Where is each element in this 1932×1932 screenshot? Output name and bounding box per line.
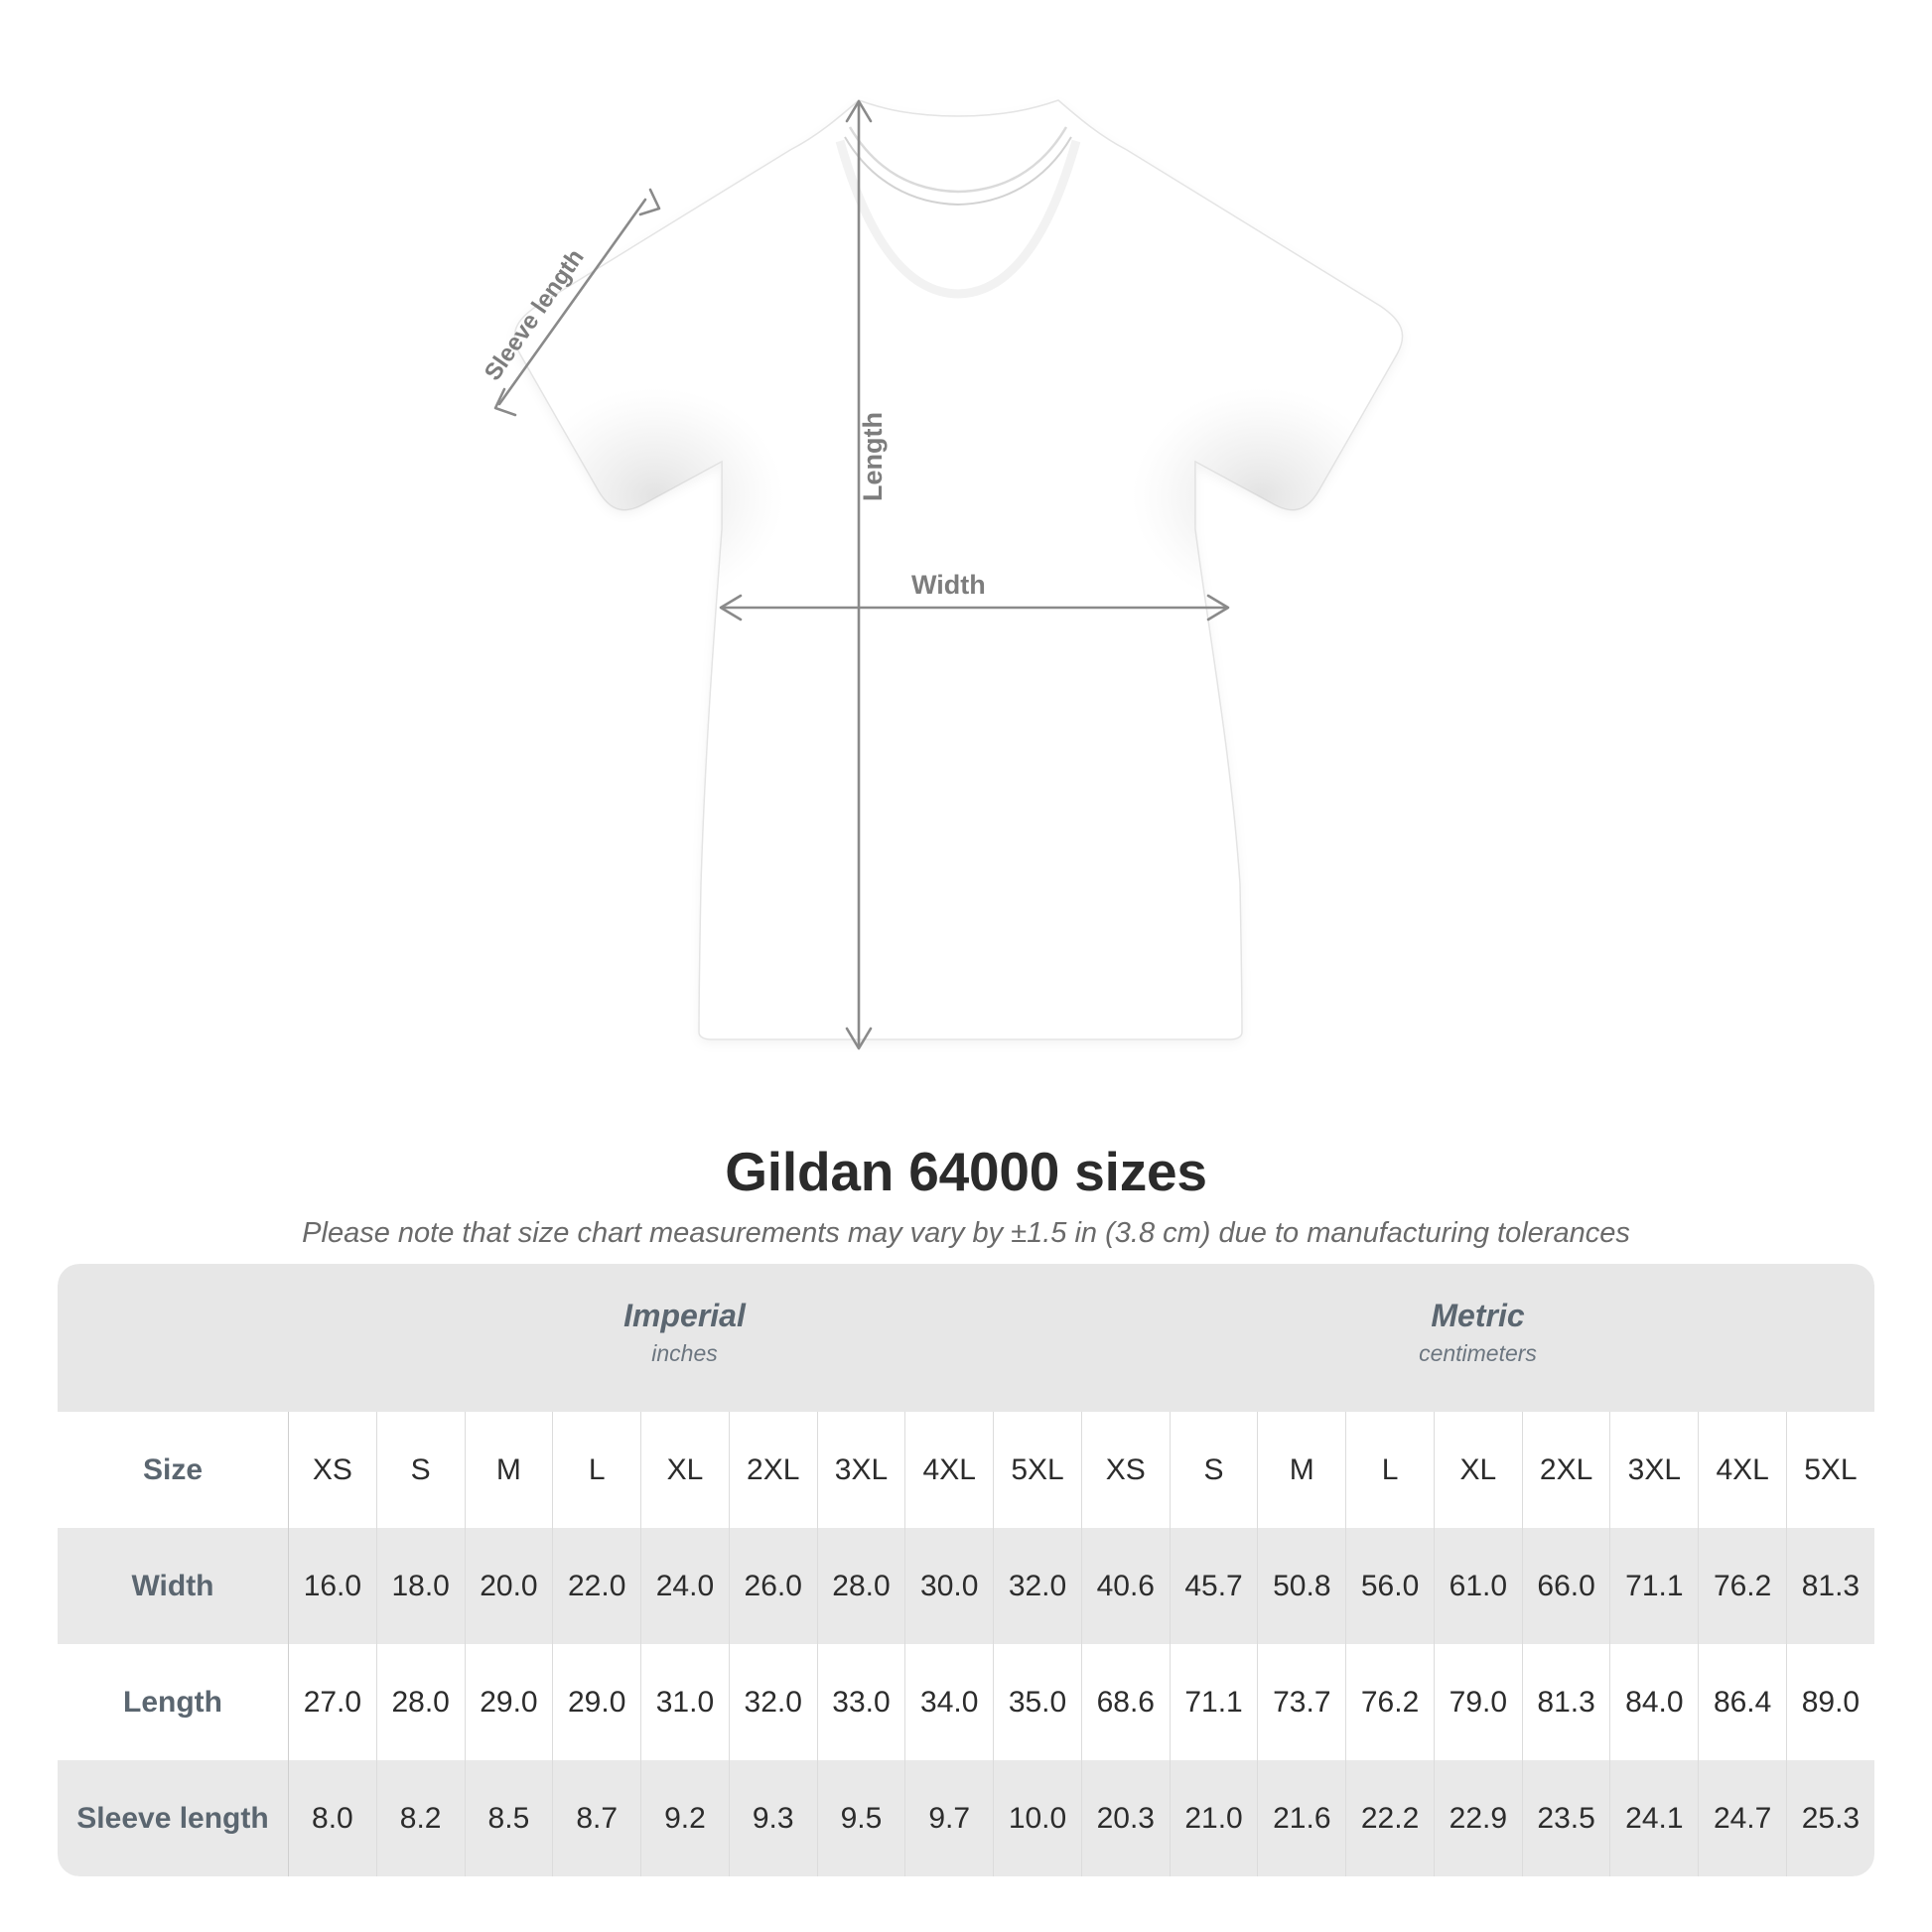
svg-text:Length: Length <box>858 412 888 501</box>
svg-text:Width: Width <box>911 570 986 600</box>
